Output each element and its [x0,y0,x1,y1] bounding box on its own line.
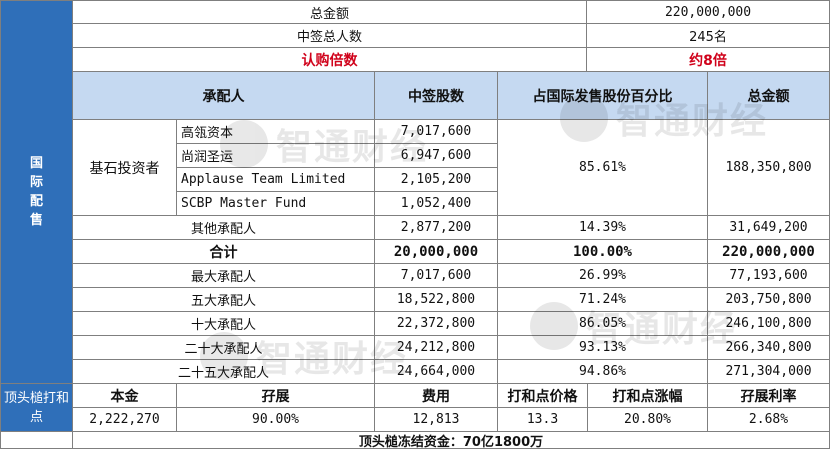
header-placee: 承配人 [73,72,375,120]
breakeven-rate: 2.68% [708,408,830,432]
subscription-label: 认购倍数 [73,48,587,72]
other-placees-shares: 2,877,200 [375,216,498,240]
sidebar-breakeven: 顶头槌打和点 [0,384,73,432]
breakeven-header-margin: 孖展 [177,384,375,408]
total-shares: 20,000,000 [375,240,498,264]
rank-shares: 24,664,000 [375,360,498,384]
cornerstone-name-2: 尚润圣运 [177,144,375,168]
cornerstone-label: 基石投资者 [73,120,177,216]
rank-label: 十大承配人 [73,312,375,336]
rank-label: 五大承配人 [73,288,375,312]
rank-amount: 77,193,600 [708,264,830,288]
cornerstone-shares-1: 7,017,600 [375,120,498,144]
total-label: 合计 [73,240,375,264]
breakeven-principal: 2,222,270 [73,408,177,432]
header-percentage: 占国际发售股份百分比 [498,72,708,120]
cornerstone-shares-3: 2,105,200 [375,168,498,192]
winners-label: 中签总人数 [73,24,587,48]
cornerstone-shares-4: 1,052,400 [375,192,498,216]
rank-shares: 7,017,600 [375,264,498,288]
sidebar-footer-cell [0,432,73,449]
header-amount: 总金额 [708,72,830,120]
cornerstone-name-3: Applause Team Limited [177,168,375,192]
cornerstone-percentage: 85.61% [498,120,708,216]
rank-shares: 18,522,800 [375,288,498,312]
cornerstone-name-4: SCBP Master Fund [177,192,375,216]
rank-shares: 24,212,800 [375,336,498,360]
other-placees-amount: 31,649,200 [708,216,830,240]
international-placing-label: 国际配售 [29,156,43,228]
breakeven-margin: 90.00% [177,408,375,432]
rank-label: 最大承配人 [73,264,375,288]
breakeven-label: 顶头槌打和点 [3,390,69,425]
breakeven-header-rate: 孖展利率 [708,384,830,408]
total-percentage: 100.00% [498,240,708,264]
breakeven-header-price: 打和点价格 [498,384,588,408]
cornerstone-amount: 188,350,800 [708,120,830,216]
rank-shares: 22,372,800 [375,312,498,336]
winners-value: 245名 [587,24,830,48]
breakeven-header-rise: 打和点涨幅 [588,384,708,408]
rank-amount: 246,100,800 [708,312,830,336]
rank-percentage: 94.86% [498,360,708,384]
rank-percentage: 86.05% [498,312,708,336]
subscription-value: 约8倍 [587,48,830,72]
frozen-funds-note: 顶头槌冻结资金：70亿1800万 [73,432,830,449]
breakeven-fee: 12,813 [375,408,498,432]
total-amount-label: 总金额 [73,0,587,24]
breakeven-rise: 20.80% [588,408,708,432]
rank-percentage: 93.13% [498,336,708,360]
other-placees-label: 其他承配人 [73,216,375,240]
breakeven-header-principal: 本金 [73,384,177,408]
total-amount-value: 220,000,000 [587,0,830,24]
rank-label: 二十五大承配人 [73,360,375,384]
rank-amount: 271,304,000 [708,360,830,384]
breakeven-price: 13.3 [498,408,588,432]
breakeven-header-fee: 费用 [375,384,498,408]
rank-amount: 266,340,800 [708,336,830,360]
rank-label: 二十大承配人 [73,336,375,360]
rank-amount: 203,750,800 [708,288,830,312]
header-shares: 中签股数 [375,72,498,120]
cornerstone-shares-2: 6,947,600 [375,144,498,168]
total-amount: 220,000,000 [708,240,830,264]
other-placees-percentage: 14.39% [498,216,708,240]
sidebar-international-placing: 国际配售 [0,0,73,384]
rank-percentage: 26.99% [498,264,708,288]
rank-percentage: 71.24% [498,288,708,312]
cornerstone-name-1: 高瓴资本 [177,120,375,144]
